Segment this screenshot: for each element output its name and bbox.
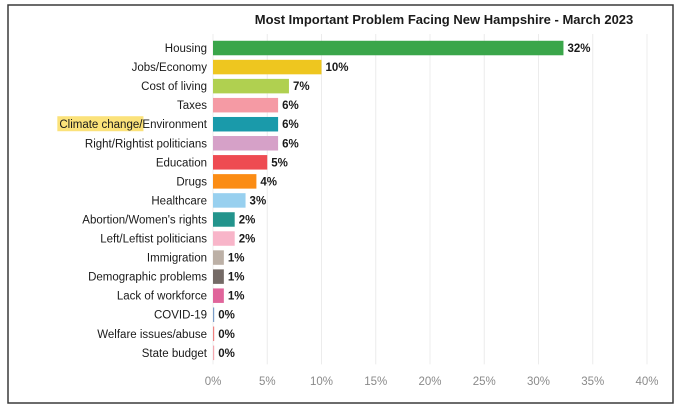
category-label: Immigration: [147, 253, 207, 265]
ticks-layer: 0% 5% 10% 15% 20% 25% 30% 35% 40%: [205, 376, 659, 388]
x-tick-label: 25%: [473, 376, 496, 388]
category-label: Drugs: [176, 176, 207, 188]
value-label: 4%: [260, 176, 277, 188]
bar: [213, 136, 279, 151]
category-label: Welfare issues/abuse: [97, 329, 207, 341]
category-label: Left/Leftist politicians: [100, 234, 207, 246]
category-label: COVID-19: [154, 310, 207, 322]
value-label: 5%: [271, 157, 288, 169]
bar: [213, 40, 564, 56]
category-label: Healthcare: [151, 195, 207, 207]
bar: [213, 307, 215, 322]
bar: [213, 288, 224, 303]
x-tick-label: 10%: [310, 376, 333, 388]
category-label: Housing: [165, 43, 207, 55]
bar: [213, 212, 235, 227]
value-label: 2%: [239, 234, 256, 246]
labels-layer: Housing 32% Jobs/Economy 10% Cost of living 7…: [57, 43, 590, 360]
bar: [213, 174, 257, 189]
x-tick-label: 5%: [259, 376, 276, 388]
value-label: 0%: [218, 348, 235, 360]
x-tick-label: 20%: [418, 376, 441, 388]
bar: [213, 269, 224, 284]
x-tick-label: 0%: [205, 376, 222, 388]
value-label: 0%: [218, 329, 235, 341]
bar: [213, 59, 322, 75]
bar: [213, 345, 215, 361]
category-label: Demographic problems: [88, 272, 207, 284]
category-label: Lack of workforce: [117, 291, 207, 303]
bar: [213, 97, 279, 113]
bar: [213, 326, 215, 342]
label-highlight: [57, 116, 144, 132]
bar: [213, 155, 268, 170]
bar: [213, 193, 246, 208]
bar: [213, 116, 279, 132]
value-label: 6%: [282, 100, 299, 112]
bars-layer: [213, 40, 564, 361]
category-label: Climate change/Environment: [59, 119, 207, 131]
value-label: 7%: [293, 81, 310, 93]
value-label: 32%: [567, 43, 590, 55]
category-label: Right/Rightist politicians: [85, 138, 207, 150]
chart-title: Most Important Problem Facing New Hampsh…: [255, 12, 634, 27]
value-label: 1%: [228, 253, 245, 265]
value-label: 6%: [282, 138, 299, 150]
value-label: 1%: [228, 291, 245, 303]
category-label: Jobs/Economy: [132, 62, 208, 74]
category-label: Education: [156, 157, 207, 169]
category-label: Cost of living: [141, 81, 207, 93]
bar: [213, 231, 235, 246]
value-label: 10%: [326, 62, 349, 74]
category-label: Taxes: [177, 100, 207, 112]
x-tick-label: 30%: [527, 376, 550, 388]
category-label: State budget: [142, 348, 208, 360]
x-tick-label: 15%: [364, 376, 387, 388]
value-label: 6%: [282, 119, 299, 131]
bar: [213, 250, 224, 265]
x-tick-label: 40%: [635, 376, 658, 388]
value-label: 2%: [239, 214, 256, 226]
bar: [213, 78, 289, 94]
x-tick-label: 35%: [581, 376, 604, 388]
value-label: 0%: [218, 310, 235, 322]
value-label: 1%: [228, 272, 245, 284]
category-label: Abortion/Women's rights: [82, 214, 207, 226]
value-label: 3%: [250, 195, 267, 207]
chart-border: [7, 4, 674, 404]
